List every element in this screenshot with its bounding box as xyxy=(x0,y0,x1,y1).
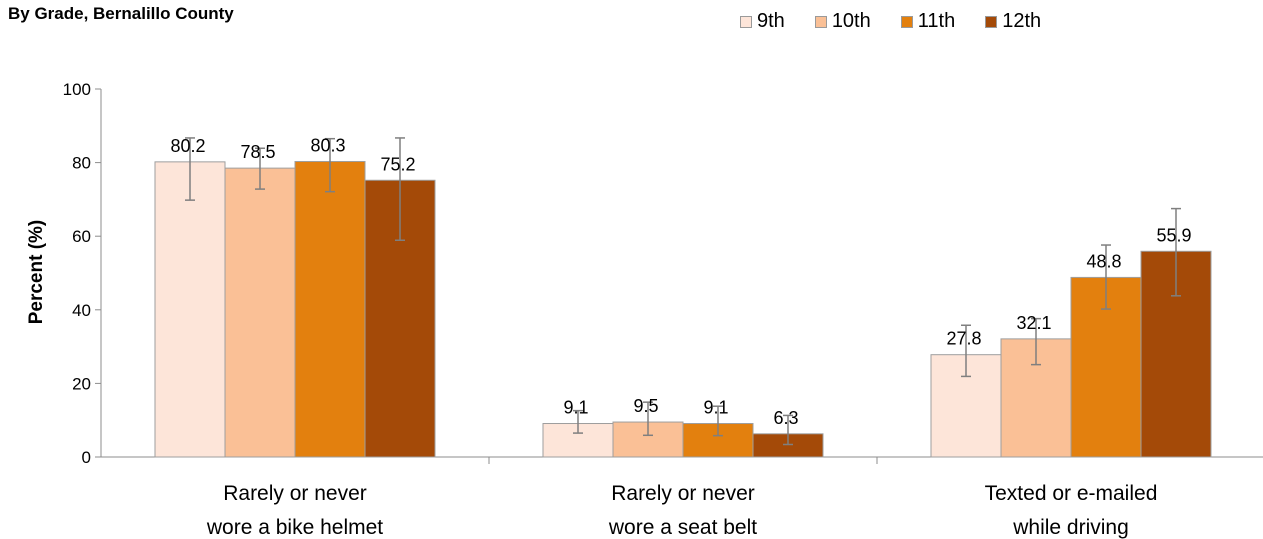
data-label: 27.8 xyxy=(946,329,981,349)
legend-swatch xyxy=(814,15,827,28)
x-category-label: Texted or e-mailed xyxy=(985,482,1158,505)
chart-data-labels: 80.2 78.5 80.3 75.2 9.1 9.5 9.1 6.3 27.8 32.1 48.8… xyxy=(170,135,1191,427)
legend-swatch xyxy=(985,15,998,28)
data-label: 9.5 xyxy=(633,396,658,416)
y-tick-label: 100 xyxy=(63,80,91,99)
y-tick-label: 20 xyxy=(72,374,91,393)
data-label: 75.2 xyxy=(380,154,415,174)
data-label: 6.3 xyxy=(773,408,798,428)
y-tick-label: 80 xyxy=(72,154,91,173)
chart-legend: 9th 10th 11th 12th xyxy=(740,10,1071,33)
x-category-label: Rarely or never xyxy=(223,482,367,505)
y-axis-title: Percent (%) xyxy=(26,220,47,325)
y-tick-label: 40 xyxy=(72,301,91,320)
legend-label: 12th xyxy=(1002,10,1042,32)
legend-item: 12th xyxy=(985,10,1041,33)
legend-swatch xyxy=(740,15,752,28)
bar xyxy=(294,160,366,458)
bar xyxy=(224,167,296,458)
legend-item: 10th xyxy=(814,10,871,33)
data-label: 32.1 xyxy=(1016,313,1051,333)
legend-label: 11th xyxy=(917,10,956,32)
legend-swatch xyxy=(900,15,913,28)
chart-bars xyxy=(154,160,1212,458)
x-category-label: while driving xyxy=(1012,516,1129,539)
data-label: 48.8 xyxy=(1086,251,1121,271)
legend-label: 10th xyxy=(831,10,871,32)
x-category-label: Rarely or never xyxy=(611,482,755,505)
y-tick-label: 0 xyxy=(82,448,91,467)
data-label: 80.3 xyxy=(310,135,345,155)
data-label: 9.1 xyxy=(703,398,728,418)
x-category-label: wore a seat belt xyxy=(608,516,757,539)
legend-item: 11th xyxy=(900,10,956,33)
x-category-label: wore a bike helmet xyxy=(206,516,383,539)
data-label: 9.1 xyxy=(563,398,588,418)
data-label: 55.9 xyxy=(1156,225,1191,245)
chart-subtitle: By Grade, Bernalillo County xyxy=(8,4,234,23)
legend-item: 9th xyxy=(740,10,785,33)
data-label: 78.5 xyxy=(240,142,275,162)
data-label: 80.2 xyxy=(170,136,205,156)
legend-label: 9th xyxy=(757,10,785,32)
bar xyxy=(154,161,226,458)
y-tick-label: 60 xyxy=(72,227,91,246)
chart-error-bars xyxy=(185,137,1181,446)
